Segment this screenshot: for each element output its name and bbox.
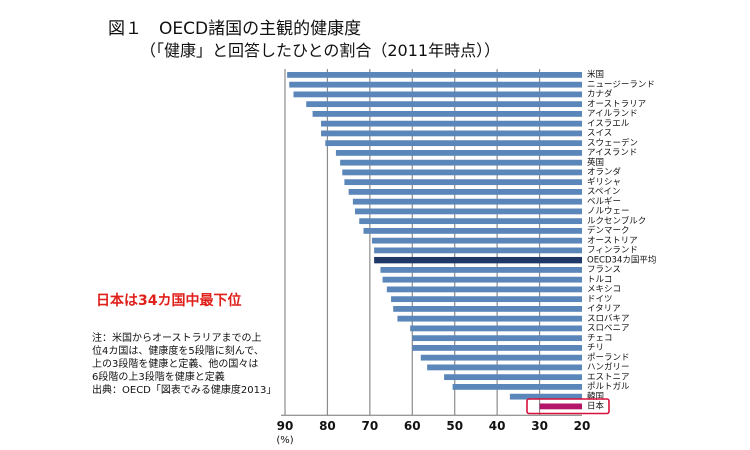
bar bbox=[335, 150, 582, 156]
country-label: ドイツ bbox=[587, 294, 613, 304]
country-label: ノルウェー bbox=[587, 207, 630, 217]
x-tick-label: 40 bbox=[489, 419, 506, 433]
bar bbox=[342, 169, 582, 176]
chart-subtitle: （「健康」と回答したひとの割合（2011年時点）） bbox=[140, 41, 501, 60]
x-tick-label: 60 bbox=[404, 419, 421, 433]
country-label: スイス bbox=[587, 129, 612, 139]
note-line: 出典：OECD「図表でみる健康度2013」 bbox=[92, 385, 277, 396]
note-line: 位4カ国は、健康度を5段階に刻んで、 bbox=[92, 346, 264, 357]
bar bbox=[509, 393, 582, 400]
country-label: 日本 bbox=[587, 401, 605, 412]
country-label: イタリア bbox=[587, 304, 621, 314]
country-label: オランダ bbox=[587, 167, 622, 178]
country-label: メキシコ bbox=[587, 285, 621, 295]
bar bbox=[412, 335, 582, 342]
x-axis-unit-label: (%) bbox=[276, 435, 293, 446]
bar bbox=[452, 384, 582, 390]
country-label: OECD34カ国平均 bbox=[587, 254, 656, 265]
country-label: ルクセンブルク bbox=[587, 215, 646, 226]
country-label: ニュージーランド bbox=[587, 80, 655, 90]
bar bbox=[386, 286, 582, 293]
bar bbox=[382, 276, 582, 283]
country-label: ハンガリー bbox=[587, 362, 630, 373]
country-label: スウェーデン bbox=[587, 137, 638, 148]
bar bbox=[374, 256, 582, 264]
bar bbox=[321, 120, 582, 127]
bar bbox=[539, 403, 582, 410]
country-label: エストニア bbox=[587, 372, 630, 382]
country-label: アイルランド bbox=[587, 109, 638, 119]
country-label: カナダ bbox=[587, 89, 613, 100]
bar bbox=[340, 159, 582, 166]
bar bbox=[391, 296, 582, 303]
x-tick-label: 80 bbox=[319, 419, 336, 433]
bar bbox=[412, 345, 582, 351]
country-label: ベルギー bbox=[587, 197, 621, 207]
note-line: 6段階の上3段階を健康と定義 bbox=[92, 372, 225, 383]
bar bbox=[374, 247, 582, 254]
x-tick-label: 50 bbox=[446, 419, 463, 433]
bar bbox=[348, 189, 582, 195]
country-label: ギリシャ bbox=[587, 177, 621, 187]
japan-highlight-box bbox=[526, 398, 610, 415]
country-label: オーストリア bbox=[587, 236, 638, 246]
country-label: フィンランド bbox=[587, 246, 638, 256]
bar bbox=[410, 325, 582, 332]
bar bbox=[427, 364, 582, 371]
x-tick-label: 70 bbox=[362, 419, 379, 433]
country-label: イスラエル bbox=[587, 119, 630, 129]
country-label: フランス bbox=[587, 265, 621, 275]
bar bbox=[371, 237, 582, 244]
note-line: 注：米国からオーストラリアまでの上 bbox=[92, 333, 262, 344]
country-label: スペイン bbox=[587, 187, 620, 197]
country-label: トルコ bbox=[587, 275, 612, 285]
bar bbox=[289, 81, 582, 88]
bar bbox=[359, 218, 582, 225]
country-label: デンマーク bbox=[587, 225, 630, 236]
bar bbox=[352, 198, 582, 205]
country-label: チリ bbox=[587, 343, 604, 353]
japan-callout: 日本は34カ国中最下位 bbox=[96, 293, 242, 309]
bar bbox=[325, 140, 582, 147]
country-label: オーストラリア bbox=[587, 99, 646, 109]
bar bbox=[444, 374, 582, 381]
country-label: 米国 bbox=[587, 69, 604, 80]
bar bbox=[287, 72, 582, 78]
country-label: ポルトガル bbox=[587, 381, 630, 392]
note-line: 上の3段階を健康と定義、他の国々は bbox=[92, 359, 259, 370]
bar bbox=[393, 306, 582, 312]
country-label: チェコ bbox=[587, 333, 613, 343]
country-label: アイスランド bbox=[587, 148, 637, 158]
bar bbox=[312, 111, 582, 117]
country-label: 英国 bbox=[587, 157, 604, 168]
country-label: ポーランド bbox=[587, 353, 630, 363]
bar bbox=[321, 130, 582, 137]
bar bbox=[363, 228, 582, 234]
chart-title: 図１ OECD諸国の主観的健康度 bbox=[108, 19, 362, 39]
x-tick-label: 30 bbox=[531, 419, 548, 433]
bar bbox=[355, 208, 582, 215]
x-tick-label: 20 bbox=[574, 419, 591, 433]
bar bbox=[306, 101, 582, 108]
country-label: 韓国 bbox=[587, 391, 604, 402]
bar bbox=[420, 354, 582, 361]
x-tick-label: 90 bbox=[277, 419, 294, 433]
bar bbox=[293, 91, 582, 98]
bar bbox=[380, 267, 582, 273]
country-label: スロベニア bbox=[587, 324, 630, 334]
bar bbox=[397, 315, 582, 322]
chart-notes: 注：米国からオーストラリアまでの上 位4カ国は、健康度を5段階に刻んで、 上の3… bbox=[92, 332, 276, 397]
country-label: スロバキア bbox=[587, 314, 630, 324]
bar bbox=[344, 179, 582, 186]
